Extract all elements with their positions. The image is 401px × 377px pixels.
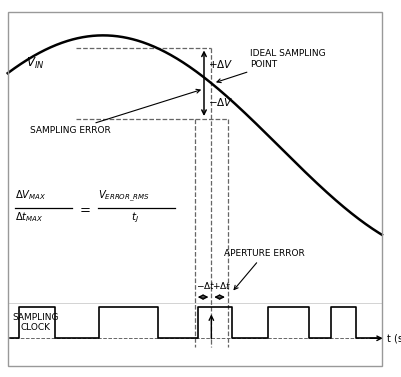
Text: $-\Delta t$: $-\Delta t$ (196, 280, 215, 291)
Text: $V_{ERROR\_RMS}$: $V_{ERROR\_RMS}$ (97, 188, 150, 204)
Text: $\Delta t_{MAX}$: $\Delta t_{MAX}$ (15, 210, 44, 224)
Text: $+\Delta V$: $+\Delta V$ (209, 58, 234, 70)
Text: SAMPLING
CLOCK: SAMPLING CLOCK (12, 313, 59, 333)
Text: SAMPLING ERROR: SAMPLING ERROR (30, 89, 200, 135)
Text: IDEAL SAMPLING
POINT: IDEAL SAMPLING POINT (217, 49, 326, 83)
Text: $\Delta V_{MAX}$: $\Delta V_{MAX}$ (15, 188, 47, 202)
Text: $-\Delta V$: $-\Delta V$ (209, 96, 234, 108)
Text: t (s): t (s) (387, 333, 401, 343)
Text: $t_J$: $t_J$ (131, 211, 139, 225)
Text: $+\Delta t$: $+\Delta t$ (213, 280, 232, 291)
Text: $V_{IN}$: $V_{IN}$ (26, 55, 45, 70)
Text: APERTURE ERROR: APERTURE ERROR (224, 249, 305, 290)
Text: $=$: $=$ (77, 202, 91, 215)
